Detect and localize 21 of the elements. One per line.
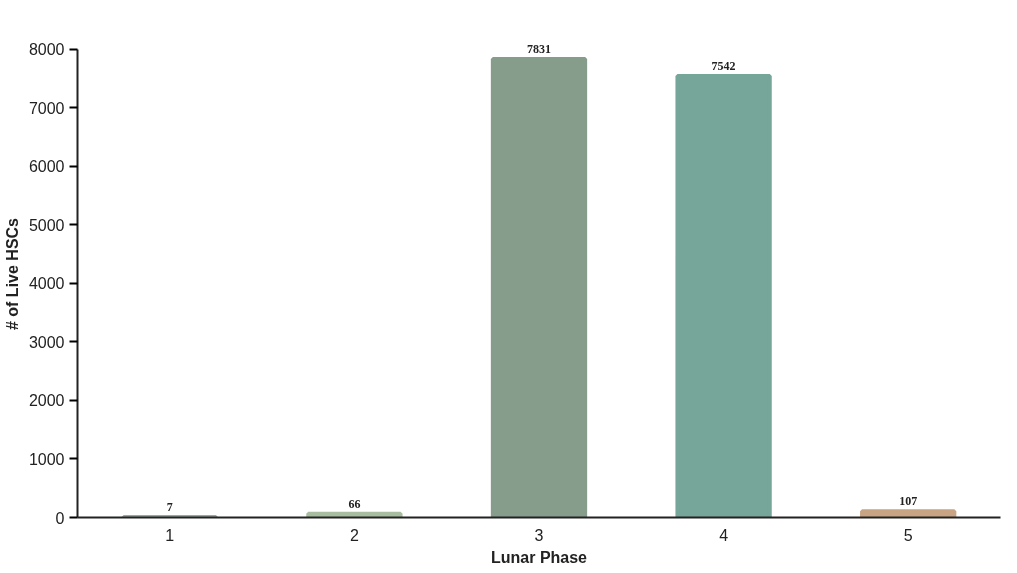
y-tick-label: 7000 (28, 99, 65, 117)
x-tick-label: 3 (534, 526, 544, 544)
y-tick-label: 3000 (28, 333, 65, 351)
data-label: 107 (899, 494, 918, 509)
y-tick-label: 8000 (28, 41, 65, 59)
y-tick-label: 4000 (28, 275, 65, 293)
y-tick-label: 1000 (28, 450, 65, 468)
x-axis-title: Lunar Phase (490, 548, 588, 566)
data-label: 7542 (711, 59, 736, 74)
y-tick-label: 2000 (28, 392, 65, 410)
y-tick-label: 0 (55, 509, 65, 527)
data-label: 66 (348, 496, 361, 511)
x-tick-label: 4 (719, 526, 729, 544)
y-axis-title: # of Live HSCs (3, 217, 21, 331)
y-tick-label: 5000 (28, 216, 65, 234)
data-label: 7831 (527, 42, 551, 57)
y-tick-label: 6000 (28, 158, 65, 176)
data-label: 7 (166, 500, 173, 515)
x-tick-label: 5 (903, 526, 913, 544)
x-tick-label: 1 (165, 526, 175, 544)
x-tick-label: 2 (349, 526, 359, 544)
